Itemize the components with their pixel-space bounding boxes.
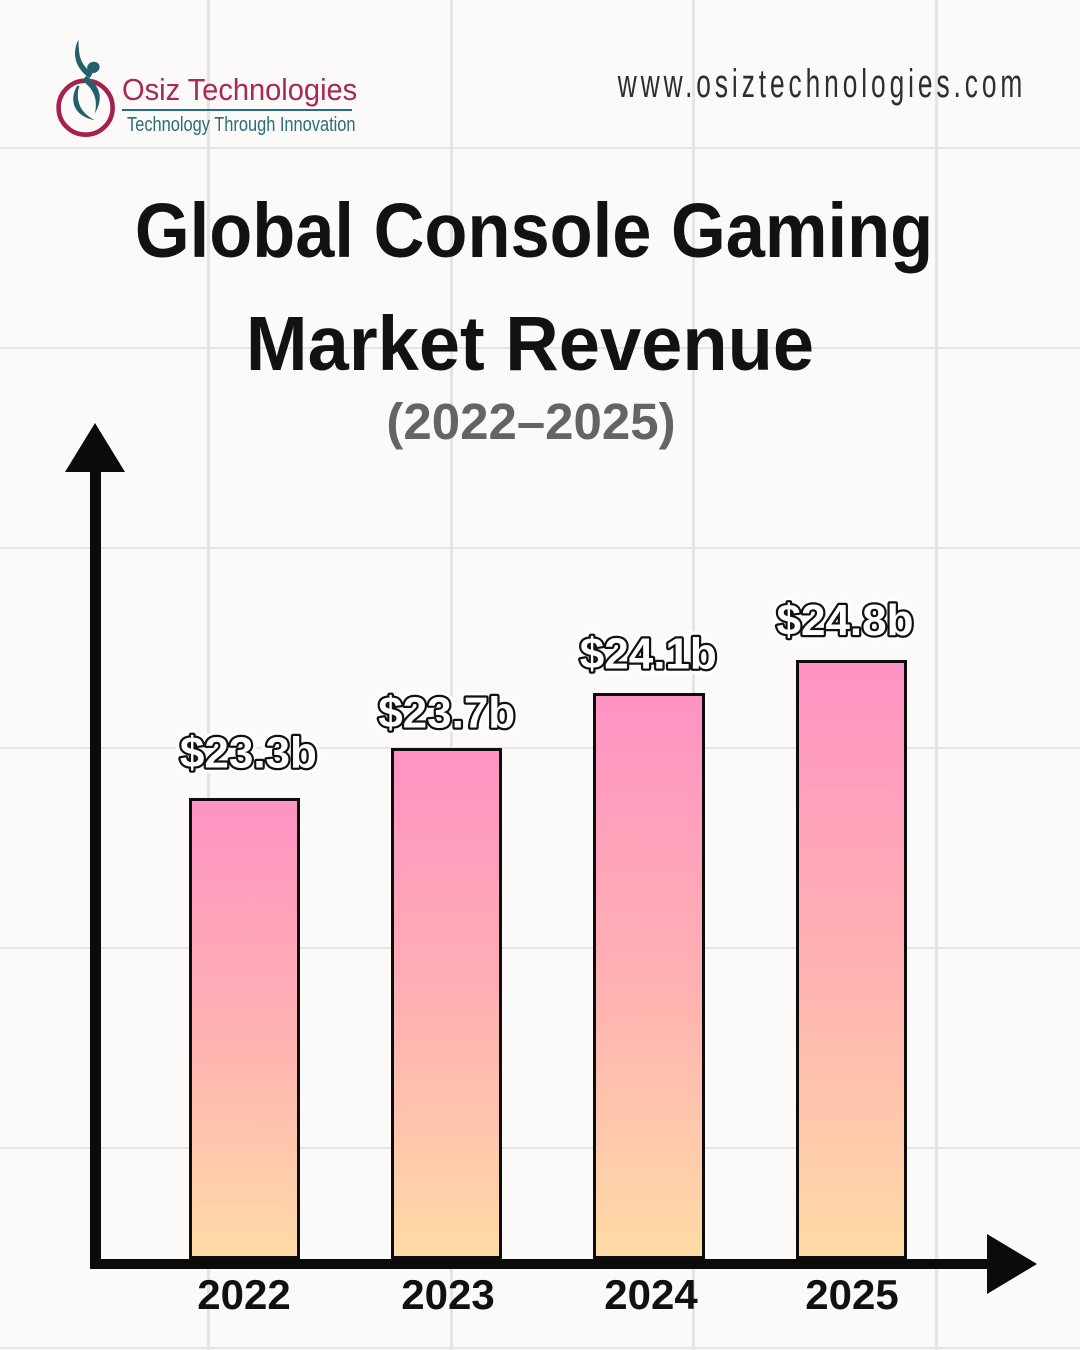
- svg-text:$23.7b: $23.7b: [378, 689, 515, 738]
- svg-text:$23.7b: $23.7b: [378, 689, 515, 738]
- svg-text:$24.1b: $24.1b: [580, 630, 717, 679]
- svg-text:$24.8b: $24.8b: [777, 596, 914, 645]
- svg-text:$24.8b: $24.8b: [777, 596, 914, 645]
- svg-text:$24.1b: $24.1b: [580, 630, 717, 679]
- svg-text:$23.3b: $23.3b: [180, 729, 317, 778]
- svg-text:$23.3b: $23.3b: [180, 729, 317, 778]
